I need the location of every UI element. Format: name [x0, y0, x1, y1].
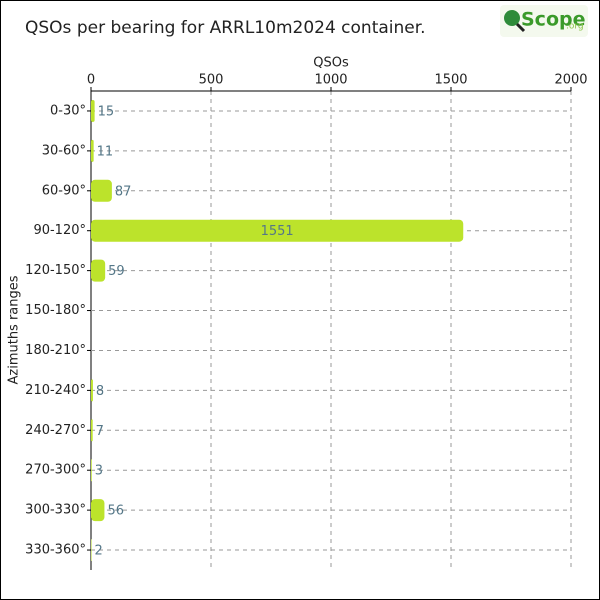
logo-handle — [515, 22, 526, 33]
value-label: 87 — [115, 184, 132, 199]
x-tick-label: 2000 — [554, 73, 587, 88]
y-tick-label: 60-90° — [42, 183, 86, 198]
y-tick-label: 30-60° — [42, 143, 86, 158]
x-tick-label: 0 — [87, 73, 95, 88]
bar — [91, 379, 93, 402]
x-tick-label: 1000 — [314, 73, 347, 88]
value-label: 7 — [96, 424, 104, 439]
bar — [91, 179, 112, 202]
value-label: 15 — [98, 104, 115, 119]
logo: Scope .org — [500, 5, 588, 37]
y-tick-label: 150-180° — [25, 303, 86, 318]
y-tick-label: 300-330° — [25, 503, 86, 518]
y-tick-label: 120-150° — [25, 263, 86, 278]
value-label: 59 — [108, 264, 125, 279]
y-tick-label: 0-30° — [50, 103, 86, 118]
bar — [91, 139, 94, 162]
value-label: 1551 — [261, 224, 294, 239]
bar — [91, 459, 92, 482]
y-tick-label: 270-300° — [25, 463, 86, 478]
logo-icon — [504, 10, 520, 26]
value-label: 11 — [97, 144, 114, 159]
logo-name: Scope — [521, 9, 586, 31]
y-tick-label: 180-210° — [25, 343, 86, 358]
bar — [91, 499, 105, 522]
y-tick-label: 210-240° — [25, 383, 86, 398]
y-tick-label: 90-120° — [33, 223, 86, 238]
bar — [91, 99, 95, 122]
bar — [91, 259, 106, 282]
value-label: 3 — [95, 464, 103, 479]
y-tick-label: 330-360° — [25, 543, 86, 558]
y-tick-label: 240-270° — [25, 423, 86, 438]
value-label: 56 — [107, 504, 124, 519]
value-label: 8 — [96, 384, 104, 399]
logo-suffix: .org — [566, 22, 584, 32]
value-label: 2 — [94, 544, 102, 559]
y-axis-title: Azimuths ranges — [7, 275, 22, 384]
x-tick-label: 1500 — [434, 73, 467, 88]
chart-title: QSOs per bearing for ARRL10m2024 contain… — [25, 18, 426, 38]
x-axis-title: QSOs — [313, 56, 349, 71]
bar — [91, 419, 93, 442]
x-tick-label: 500 — [199, 73, 224, 88]
bar — [91, 219, 464, 242]
